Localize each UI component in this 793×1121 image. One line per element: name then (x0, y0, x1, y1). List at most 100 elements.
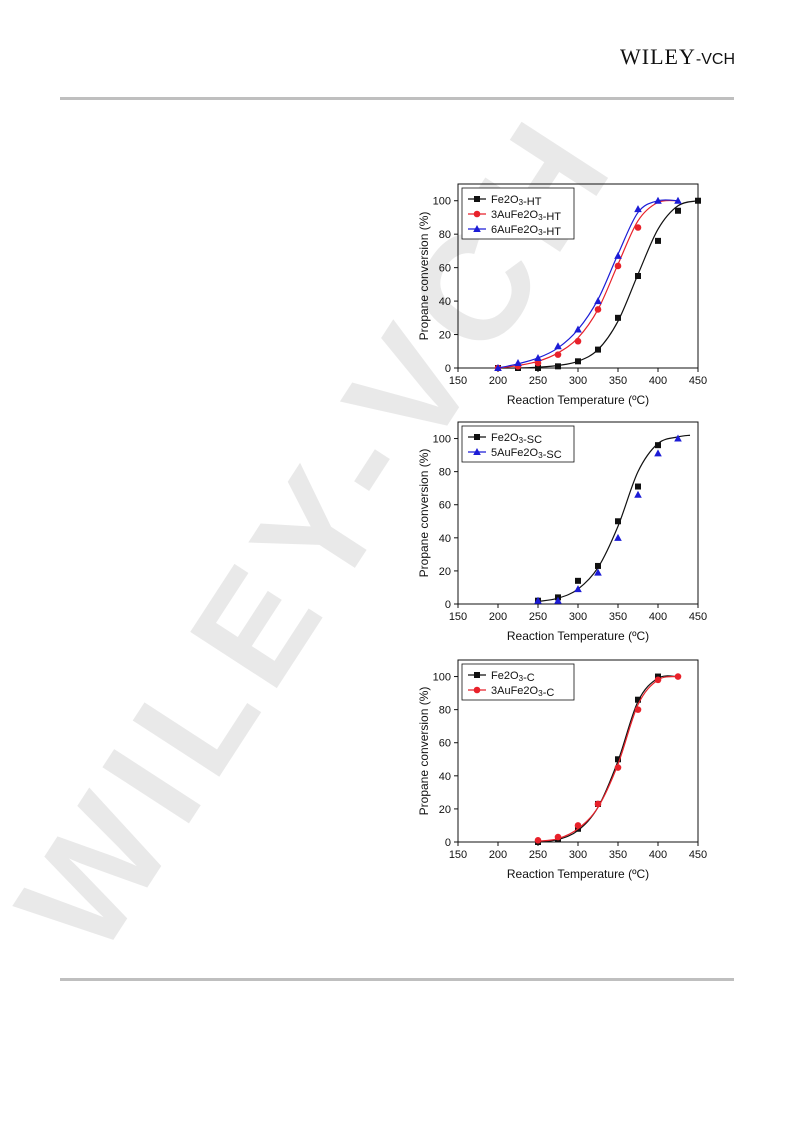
legend-label: Fe2O3-HT (491, 194, 542, 208)
legend-marker (473, 225, 481, 232)
logo-main-text: WILEY (620, 44, 696, 69)
legend-marker (474, 672, 480, 678)
legend-marker (474, 196, 480, 202)
x-tick-label: 400 (649, 849, 667, 861)
y-tick-label: 0 (445, 599, 451, 611)
chart-svg: 150 200 250 300 350 400 450 0 20 40 60 80 100 Reactio… (417, 183, 707, 407)
data-point (654, 676, 662, 684)
fit-curve (537, 434, 691, 603)
data-point (654, 449, 662, 457)
x-tick-label: 200 (489, 375, 507, 387)
y-tick-label: 40 (439, 296, 451, 308)
x-tick-label: 300 (569, 849, 587, 861)
x-tick-label: 350 (609, 375, 627, 387)
data-point (554, 833, 562, 841)
x-tick-label: 150 (449, 611, 467, 623)
chart-ht-samples: 150 200 250 300 350 400 450 0 20 40 60 80 100 Reactio… (408, 178, 708, 418)
x-axis-label: Reaction Temperature (ºC) (507, 393, 649, 407)
data-point (575, 358, 581, 365)
header-rule (60, 97, 734, 100)
series-5aufe2o3-sc (534, 434, 682, 604)
legend-box (461, 663, 575, 701)
data-point (655, 237, 661, 244)
y-tick-label: 40 (439, 771, 451, 783)
y-tick-label: 100 (433, 196, 451, 208)
y-tick-label: 60 (439, 738, 451, 750)
legend-label: 6AuFe2O3-HT (491, 224, 561, 238)
x-tick-label: 250 (529, 611, 547, 623)
data-point (615, 756, 621, 763)
x-axis-label: Reaction Temperature (ºC) (507, 867, 649, 881)
legend-marker (474, 434, 480, 440)
legend-marker (473, 210, 481, 218)
x-tick-label: 200 (489, 611, 507, 623)
legend-box (461, 425, 575, 463)
data-point (615, 518, 621, 525)
x-tick-label: 300 (569, 375, 587, 387)
data-point (674, 673, 682, 680)
fit-curve (497, 199, 679, 369)
y-axis-label: Propane conversion (%) (417, 212, 431, 341)
data-point (574, 585, 582, 593)
x-tick-label: 350 (609, 611, 627, 623)
data-point (534, 359, 542, 367)
data-point (594, 568, 602, 576)
x-tick-label: 450 (689, 375, 707, 387)
legend-label: Fe2O3-C (491, 670, 535, 684)
data-point (675, 207, 681, 214)
data-point (514, 358, 522, 366)
y-tick-label: 0 (445, 363, 451, 375)
x-tick-label: 400 (649, 611, 667, 623)
data-point (634, 706, 642, 713)
data-point (555, 363, 561, 370)
data-point (614, 764, 622, 771)
y-tick-label: 100 (433, 672, 451, 684)
footer-rule (60, 978, 734, 981)
data-point (594, 800, 602, 808)
y-tick-label: 20 (439, 804, 451, 816)
chart-svg: 150 200 250 300 350 400 450 0 20 40 60 80 100 Reactio… (417, 659, 707, 881)
data-point (634, 205, 642, 213)
data-point (494, 364, 502, 371)
legend-label: 3AuFe2O3-HT (491, 209, 561, 223)
data-point (654, 196, 662, 204)
y-axis-label: Propane conversion (%) (417, 687, 431, 816)
data-point (574, 337, 582, 345)
x-tick-label: 250 (529, 849, 547, 861)
data-point (554, 596, 562, 604)
series-3aufe2o3-c (534, 673, 682, 844)
x-tick-label: 200 (489, 849, 507, 861)
data-point (574, 325, 582, 333)
data-point (534, 596, 542, 604)
chart-svg: 150 200 250 300 350 400 450 0 20 40 60 80 100 Reactio… (417, 421, 707, 643)
data-point (595, 346, 601, 353)
y-tick-label: 60 (439, 263, 451, 275)
y-tick-label: 20 (439, 330, 451, 342)
y-tick-label: 20 (439, 566, 451, 578)
data-point (554, 342, 562, 350)
y-tick-label: 80 (439, 705, 451, 717)
data-point (674, 196, 682, 204)
data-point (674, 434, 682, 442)
chart-c-samples: 150 200 250 300 350 400 450 0 20 40 60 80 100 Reactio… (408, 654, 708, 892)
legend-marker (473, 448, 481, 455)
data-point (614, 251, 622, 259)
data-point (635, 483, 641, 490)
data-point (655, 673, 661, 680)
x-tick-label: 150 (449, 375, 467, 387)
x-tick-label: 450 (689, 611, 707, 623)
data-point (634, 490, 642, 498)
data-point (594, 297, 602, 305)
data-point (594, 306, 602, 313)
legend-label: 3AuFe2O3-C (491, 685, 554, 699)
data-point (595, 562, 601, 569)
y-tick-label: 0 (445, 837, 451, 849)
series-6aufe2o3-ht (494, 196, 682, 371)
data-point (615, 314, 621, 321)
legend-label: Fe2O3-SC (491, 432, 542, 446)
data-point (614, 262, 622, 270)
x-tick-label: 450 (689, 849, 707, 861)
